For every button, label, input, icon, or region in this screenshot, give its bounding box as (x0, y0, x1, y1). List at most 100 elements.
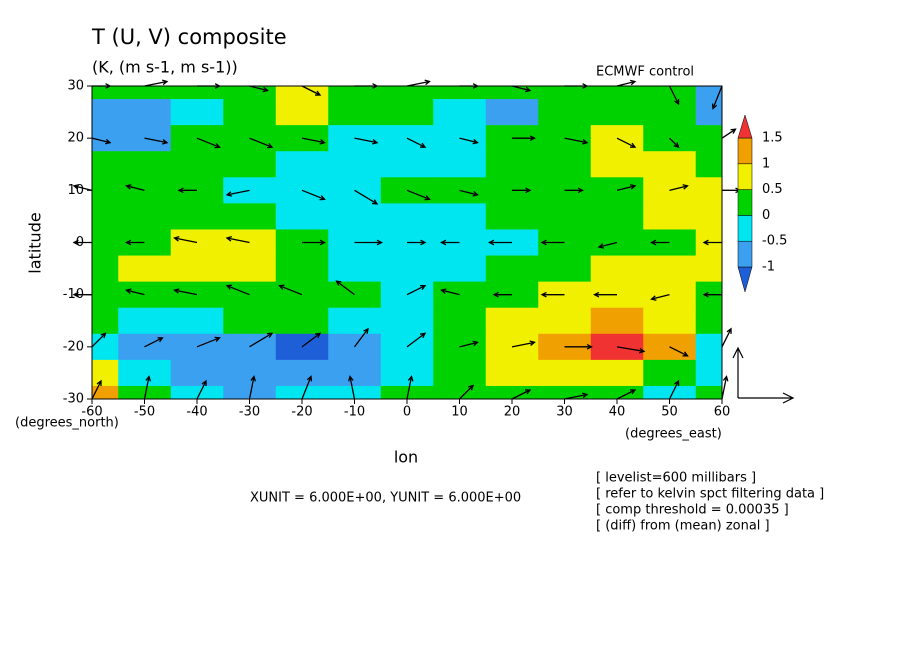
wind-arrow (301, 85, 322, 96)
field-cell (328, 359, 382, 387)
wind-arrow (488, 239, 512, 246)
field-cell (118, 99, 172, 126)
wind-arrow (173, 236, 198, 244)
wind-arrow (711, 85, 723, 110)
field-cell (328, 333, 382, 361)
field-cell (275, 255, 329, 283)
field-cell (92, 99, 119, 126)
field-cell (328, 281, 382, 309)
wind-arrow (564, 187, 584, 194)
x-tick-label: 0 (403, 405, 411, 420)
wind-arrow (173, 288, 198, 296)
wind-arrow (459, 189, 479, 197)
field-cell (695, 307, 722, 335)
temperature-field (92, 86, 722, 399)
wind-arrow (225, 236, 250, 244)
field-cell (538, 99, 592, 126)
wind-arrow (616, 346, 646, 354)
field-cell (538, 203, 592, 230)
field-cell (590, 307, 644, 335)
field-cell (328, 255, 382, 283)
field-cell (695, 255, 722, 283)
wind-arrow (91, 332, 107, 348)
colorbar-label: -0.5 (762, 234, 787, 249)
note: [ comp threshold = 0.00035 ] (596, 503, 789, 518)
reference-arrow (732, 346, 795, 404)
wind-arrow (668, 85, 680, 106)
field-cell (223, 385, 277, 399)
wind-arrow (278, 284, 303, 296)
wind-arrow (354, 189, 379, 205)
field-cell (485, 359, 539, 387)
wind-arrow (616, 389, 637, 400)
field-cell (433, 281, 487, 309)
x-tick-label: 20 (504, 405, 521, 420)
wind-arrow (721, 327, 732, 348)
field-cell (643, 307, 697, 335)
field-cell (380, 203, 434, 230)
field-cell (92, 177, 119, 204)
field-cell (695, 125, 722, 152)
x-axis-label: lon (394, 448, 418, 467)
field-cell (170, 359, 224, 387)
field-cell (92, 385, 119, 399)
note: [ (diff) from (mean) zonal ] (596, 519, 770, 534)
field-cell (538, 255, 592, 283)
colorbar-label: -1 (762, 260, 775, 275)
field-cell (590, 255, 644, 283)
field-cell (275, 99, 329, 126)
field-cell (643, 86, 697, 100)
wind-arrow (616, 137, 637, 148)
wind-arrow (335, 280, 355, 296)
wind-arrow (177, 187, 197, 194)
field-cell (223, 229, 277, 257)
field-cell (695, 86, 722, 100)
field-cell (92, 333, 119, 361)
field-cell (118, 281, 172, 309)
field-cell (170, 229, 224, 257)
x-tick-label: 40 (609, 405, 626, 420)
x-tick-label: -50 (134, 405, 155, 420)
field-cell (380, 385, 434, 399)
reference-vector (732, 346, 795, 404)
wind-arrow (512, 187, 532, 194)
field-cell (223, 359, 277, 387)
wind-arrow (196, 137, 221, 149)
wind-arrow (669, 184, 689, 191)
wind-arrow (459, 384, 475, 400)
y-tick-label: 30 (67, 79, 84, 94)
field-cell (275, 151, 329, 178)
y-tick-label: -30 (63, 392, 84, 407)
wind-arrow (650, 294, 670, 301)
source-label: ECMWF control (596, 65, 694, 80)
field-cell (485, 307, 539, 335)
wind-arrow (91, 137, 112, 145)
wind-arrow (406, 332, 427, 348)
field-cell (223, 255, 277, 283)
colorbar-segment (737, 189, 753, 216)
field-cell (118, 151, 172, 178)
wind-arrow (512, 135, 536, 142)
wind-arrow (144, 337, 164, 348)
wind-arrow (702, 291, 722, 298)
wind-arrow (91, 379, 102, 400)
field-cell (695, 385, 722, 399)
field-cell (223, 203, 277, 230)
wind-arrow (407, 239, 427, 246)
field-cell (380, 151, 434, 178)
field-cell (433, 151, 487, 178)
colorbar-segment (737, 266, 753, 293)
field-cell (118, 255, 172, 283)
field-cell (92, 255, 119, 283)
field-cell (92, 307, 119, 335)
wind-arrow (669, 346, 689, 357)
field-cell (92, 229, 119, 257)
x-tick-label: -10 (344, 405, 365, 420)
wind-arrow (406, 375, 414, 400)
field-cell (643, 359, 697, 387)
field-cell (590, 99, 644, 126)
wind-arrow (459, 137, 479, 145)
field-cell (433, 86, 487, 100)
field-cell (433, 99, 487, 126)
field-cell (328, 385, 382, 399)
